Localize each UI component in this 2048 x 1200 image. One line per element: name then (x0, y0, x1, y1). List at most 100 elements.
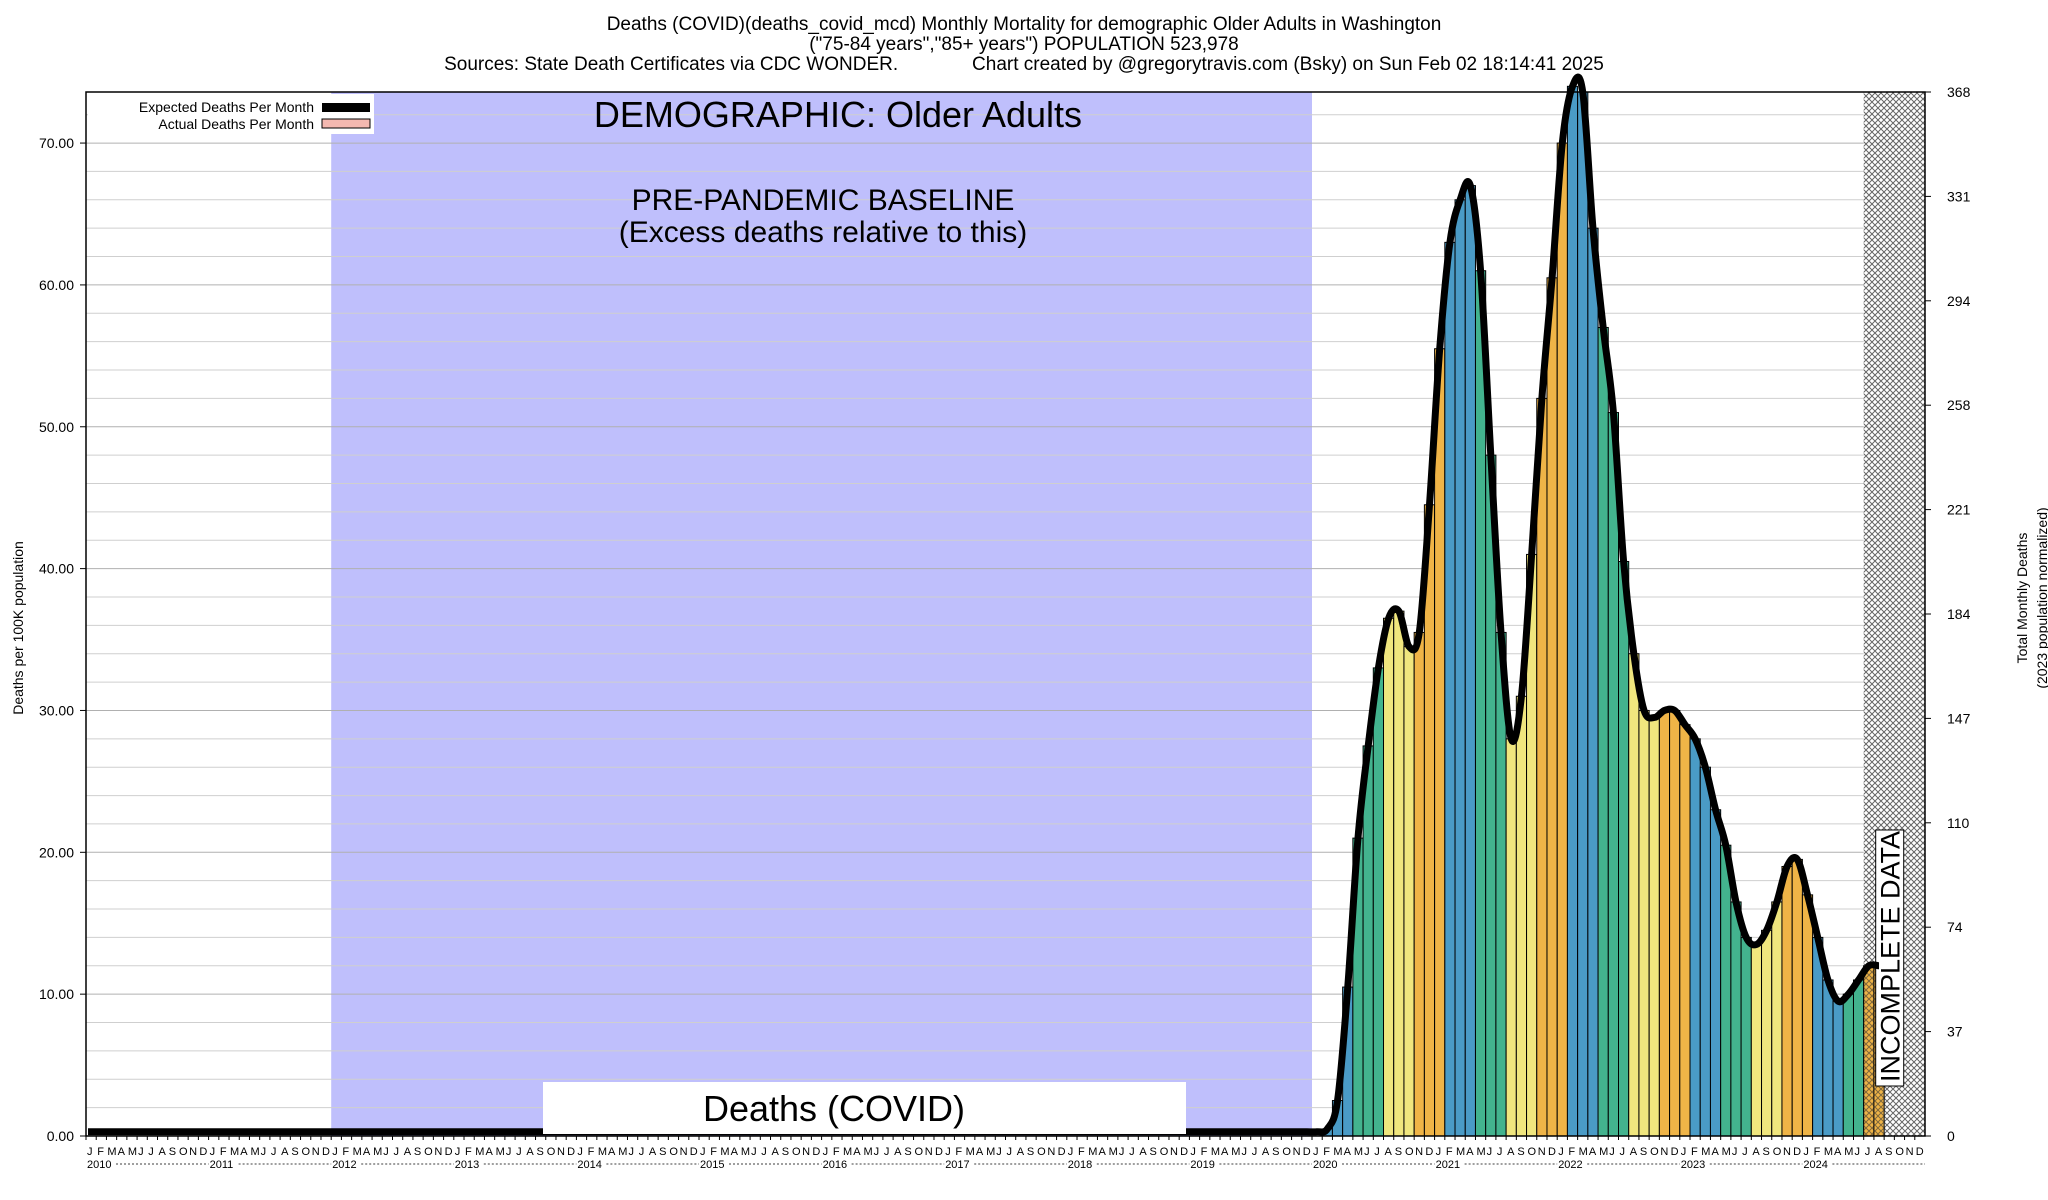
month-label: M (1333, 1146, 1342, 1158)
month-label: M (1231, 1146, 1240, 1158)
data-bar (1740, 936, 1752, 1137)
month-label: A (1385, 1146, 1393, 1158)
year-label: 2016 (823, 1159, 847, 1171)
month-label: D (1180, 1146, 1188, 1158)
month-label: A (281, 1146, 289, 1158)
month-label: D (935, 1146, 943, 1158)
data-bar (1709, 809, 1722, 1137)
month-label: J (1364, 1146, 1370, 1158)
month-label: J (639, 1146, 645, 1158)
month-label: S (1395, 1146, 1402, 1158)
month-label: F (588, 1146, 595, 1158)
month-label: F (1446, 1146, 1453, 1158)
month-label: J (1374, 1146, 1380, 1158)
data-bar (1403, 646, 1415, 1137)
month-label: S (1763, 1146, 1770, 1158)
month-label: D (1548, 1146, 1556, 1158)
month-label: A (485, 1146, 493, 1158)
y2-tick-label: 0 (1947, 1128, 1955, 1144)
month-label: J (1681, 1146, 1687, 1158)
month-label: A (526, 1146, 534, 1158)
month-label: S (537, 1146, 544, 1158)
month-label: J (1742, 1146, 1748, 1158)
month-label: M (1824, 1146, 1833, 1158)
month-label: F (710, 1146, 717, 1158)
month-label: F (955, 1146, 962, 1158)
data-bar (1372, 667, 1385, 1137)
month-label: J (1854, 1146, 1860, 1158)
year-label: 2018 (1068, 1159, 1092, 1171)
month-label: F (1814, 1146, 1821, 1158)
chart-title-line1: Deaths (COVID)(deaths_covid_mcd) Monthly… (606, 14, 1442, 35)
month-label: J (1620, 1146, 1626, 1158)
month-label: N (434, 1146, 442, 1158)
month-label: D (1425, 1146, 1433, 1158)
chart-title-line2: ("75-84 years","85+ years") POPULATION 5… (809, 34, 1239, 55)
month-label: O (1405, 1146, 1414, 1158)
month-label: D (812, 1146, 820, 1158)
year-label: 2024 (1803, 1159, 1827, 1171)
month-label: J (1129, 1146, 1135, 1158)
y-tick-label: 10.00 (39, 986, 74, 1002)
month-label: A (1630, 1146, 1638, 1158)
month-label: D (690, 1146, 698, 1158)
month-label: M (128, 1146, 137, 1158)
data-bar (1628, 653, 1640, 1137)
month-label: D (1916, 1146, 1924, 1158)
month-label: D (567, 1146, 575, 1158)
data-bar (1413, 631, 1425, 1137)
month-label: F (465, 1146, 472, 1158)
month-label: S (1027, 1146, 1034, 1158)
month-label: F (97, 1146, 104, 1158)
month-label: N (1047, 1146, 1055, 1158)
data-bar (1536, 397, 1548, 1137)
data-bar (1393, 610, 1405, 1137)
y-tick-label: 40.00 (39, 561, 74, 577)
month-label: J (1803, 1146, 1809, 1158)
legend-swatch-expected (322, 103, 370, 112)
year-label: 2017 (945, 1159, 969, 1171)
month-label: F (342, 1146, 349, 1158)
month-label: J (1436, 1146, 1442, 1158)
month-label: N (1906, 1146, 1914, 1158)
month-label: J (884, 1146, 890, 1158)
month-label: S (1517, 1146, 1524, 1158)
month-label: S (414, 1146, 421, 1158)
month-label: A (649, 1146, 657, 1158)
month-label: M (496, 1146, 505, 1158)
month-label: A (731, 1146, 739, 1158)
month-label: A (976, 1146, 984, 1158)
month-label: J (1487, 1146, 1493, 1158)
month-label: O (424, 1146, 433, 1158)
data-bar (1852, 979, 1865, 1137)
year-label: 2010 (87, 1159, 111, 1171)
month-label: O (1650, 1146, 1659, 1158)
month-label: M (1701, 1146, 1710, 1158)
month-label: A (1834, 1146, 1842, 1158)
month-label: A (894, 1146, 902, 1158)
month-label: N (312, 1146, 320, 1158)
month-label: F (1691, 1146, 1698, 1158)
month-label: D (322, 1146, 330, 1158)
data-bar (1720, 844, 1732, 1137)
month-label: M (598, 1146, 607, 1158)
month-label: A (118, 1146, 126, 1158)
month-label: M (863, 1146, 872, 1158)
month-label: J (628, 1146, 634, 1158)
month-label: N (1783, 1146, 1791, 1158)
chart-source-line: Sources: State Death Certificates via CD… (444, 54, 1604, 75)
month-label: O (547, 1146, 556, 1158)
month-label: J (1068, 1146, 1074, 1158)
baseline-annotation-line1: PRE-PANDEMIC BASELINE (632, 184, 1015, 217)
month-label: O (1160, 1146, 1169, 1158)
data-bar (1515, 695, 1528, 1137)
month-label: S (782, 1146, 789, 1158)
data-bar (1464, 185, 1476, 1137)
data-bar (1781, 865, 1793, 1137)
data-bar (1597, 326, 1609, 1137)
month-label: S (1885, 1146, 1892, 1158)
month-label: M (1599, 1146, 1608, 1158)
data-bar (1648, 717, 1660, 1137)
month-label: J (1865, 1146, 1871, 1158)
